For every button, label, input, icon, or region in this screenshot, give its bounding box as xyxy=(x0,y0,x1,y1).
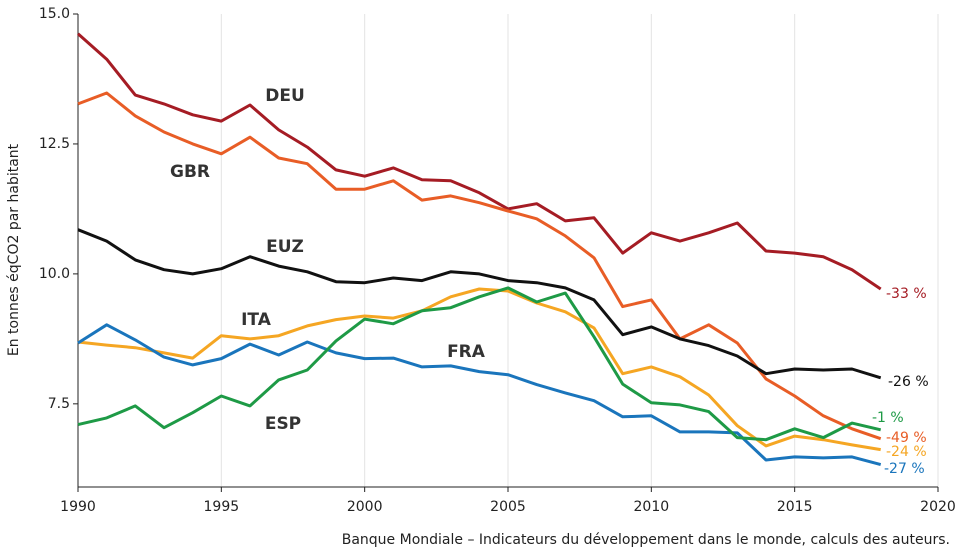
series-line xyxy=(77,32,882,291)
x-tick-label: 2005 xyxy=(490,499,526,515)
series-line xyxy=(77,287,881,452)
series-line xyxy=(77,323,882,467)
series-line xyxy=(77,286,882,442)
series-label: ESP xyxy=(265,414,301,434)
y-tick-label: 10.0 xyxy=(39,266,70,282)
source-note: Banque Mondiale – Indicateurs du dévelop… xyxy=(342,532,950,548)
x-tick-label: 1995 xyxy=(204,499,240,515)
x-tick-label: 2015 xyxy=(777,499,813,515)
y-tick-label: 12.5 xyxy=(39,136,70,152)
end-label: -1 % xyxy=(872,410,904,426)
x-tick-label: 2010 xyxy=(634,499,670,515)
end-label: -26 % xyxy=(888,374,929,390)
end-label: -24 % xyxy=(886,444,927,460)
x-tick-label: 1990 xyxy=(60,499,96,515)
end-label: -33 % xyxy=(886,286,927,302)
series-line xyxy=(77,91,882,441)
series-label: EUZ xyxy=(266,237,304,257)
y-tick-label: 7.5 xyxy=(48,396,70,412)
end-label: -49 % xyxy=(886,430,927,446)
series-label: DEU xyxy=(265,86,305,106)
series-label: ITA xyxy=(241,310,272,330)
series-label: FRA xyxy=(447,342,486,362)
series-line xyxy=(77,228,882,380)
x-tick-label: 2020 xyxy=(920,499,956,515)
end-label: -27 % xyxy=(884,461,925,477)
x-tick-label: 2000 xyxy=(347,499,383,515)
series-label: GBR xyxy=(170,162,210,182)
y-axis-title: En tonnes éqCO2 par habitant xyxy=(6,143,22,356)
y-tick-label: 15.0 xyxy=(39,6,70,22)
